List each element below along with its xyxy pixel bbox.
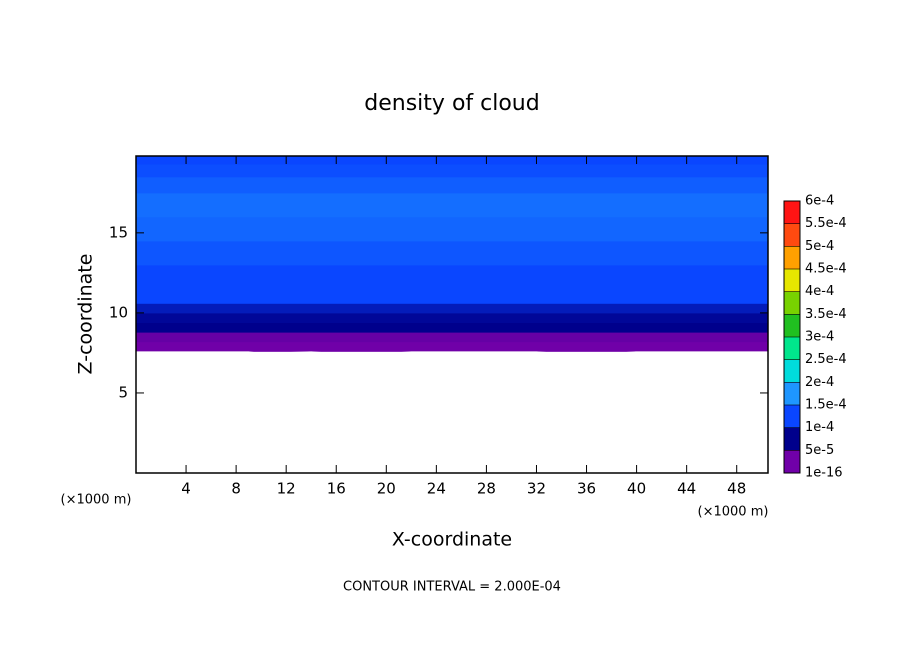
x-tick-label: 40 [627, 480, 646, 498]
x-axis-label: X-coordinate [392, 529, 512, 551]
contour-band [136, 341, 768, 352]
colorbar-label: 4e-4 [805, 284, 834, 299]
contour-band [136, 312, 768, 324]
colorbar-box [784, 405, 800, 428]
x-tick-label: 20 [377, 480, 396, 498]
colorbar-label: 5e-5 [805, 443, 834, 458]
x-tick-label: 12 [277, 480, 296, 498]
contour-band [136, 156, 768, 165]
colorbar-label: 4.5e-4 [805, 262, 847, 277]
colorbar-box [784, 382, 800, 405]
footnote: CONTOUR INTERVAL = 2.000E-04 [343, 580, 561, 595]
y-tick-label: 15 [109, 223, 128, 241]
plot-frame [135, 155, 769, 474]
contour-band [136, 176, 768, 194]
x-tick-label: 28 [477, 480, 496, 498]
colorbar-label: 6e-4 [805, 194, 834, 209]
x-tick-label: 24 [427, 480, 446, 498]
cloud-base [136, 351, 768, 473]
colorbar-box [784, 201, 800, 224]
colorbar-label: 1e-16 [805, 466, 843, 481]
colorbar-box [784, 291, 800, 315]
y-unit-label: (×1000 m) [61, 493, 132, 508]
contour-band [136, 216, 768, 242]
contour-band [136, 303, 768, 314]
x-tick-label: 36 [577, 480, 596, 498]
contour-band [136, 280, 768, 295]
x-unit-label: (×1000 m) [698, 505, 769, 520]
contour-band [136, 322, 768, 333]
x-tick-label: 16 [327, 480, 346, 498]
contour-band [136, 332, 768, 343]
colorbar-box [784, 223, 800, 247]
contour-band [136, 164, 768, 178]
colorbar-label: 2.5e-4 [805, 352, 847, 367]
colorbar-label: 1e-4 [805, 420, 834, 435]
colorbar-box [784, 314, 800, 337]
colorbar-label: 5.5e-4 [805, 216, 847, 231]
colorbar-label: 2e-4 [805, 375, 834, 390]
y-tick-label: 5 [118, 383, 128, 401]
x-tick-label: 4 [181, 480, 191, 498]
contour-band [136, 192, 768, 218]
colorbar-box [784, 337, 800, 360]
colorbar-label: 3.5e-4 [805, 307, 847, 322]
colorbar-label: 1.5e-4 [805, 398, 847, 413]
colorbar-label: 3e-4 [805, 330, 834, 345]
colorbar-box [784, 427, 800, 451]
x-tick-label: 32 [527, 480, 546, 498]
colorbar-box [784, 269, 800, 292]
contour-band [136, 240, 768, 266]
chart-title: density of cloud [364, 91, 539, 116]
x-tick-label: 44 [677, 480, 696, 498]
field [136, 156, 768, 473]
y-tick-label: 10 [109, 303, 128, 321]
y-axis-label: Z-coordinate [75, 254, 97, 375]
contour-band [136, 264, 768, 282]
colorbar-box [784, 450, 800, 473]
colorbar-box [784, 359, 800, 383]
colorbar-label: 5e-4 [805, 239, 834, 254]
colorbar-box [784, 246, 800, 269]
x-tick-label: 8 [231, 480, 241, 498]
contour-band [136, 293, 768, 304]
x-tick-label: 48 [727, 480, 746, 498]
